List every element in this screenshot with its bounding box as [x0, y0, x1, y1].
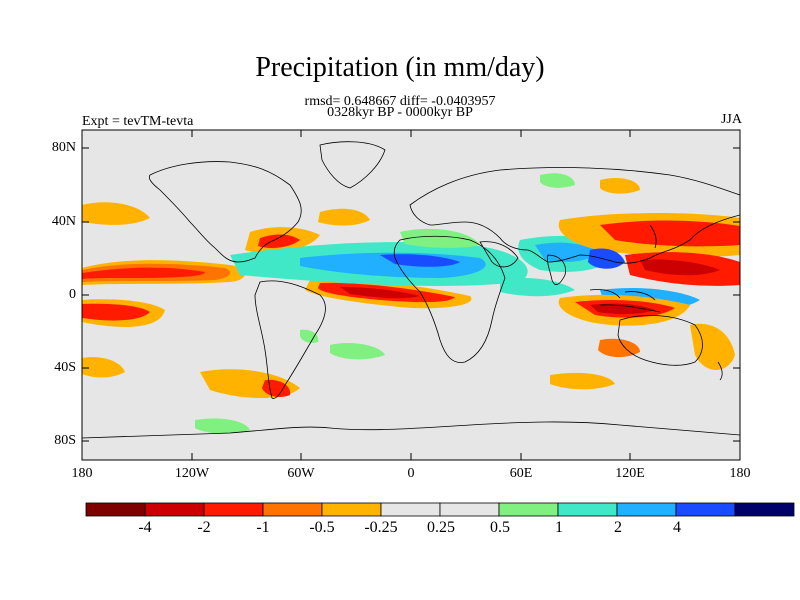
coast-eurasia [409, 167, 740, 264]
lon-label: 60E [509, 466, 533, 481]
lat-label: 80N [51, 140, 76, 155]
colorbar-label: 0.25 [427, 519, 455, 536]
anomaly-field [82, 173, 740, 434]
anomaly-patch [690, 323, 735, 370]
season-label: JJA [720, 112, 742, 127]
lat-label: 40N [51, 214, 76, 229]
anomaly-patch [82, 303, 150, 321]
colorbar-label: 1 [555, 519, 563, 536]
colorbar-box [321, 502, 382, 517]
lat-label: 80S [54, 433, 76, 448]
anomaly-patch [82, 202, 150, 225]
colorbar-box [144, 502, 205, 517]
coast-africa [393, 235, 506, 363]
colorbar-label: 0.5 [490, 519, 510, 536]
colorbar-box [734, 502, 795, 517]
anomaly-patch [600, 220, 740, 247]
colorbar-label: -1 [256, 519, 270, 536]
colorbar-box [616, 502, 677, 517]
lon-label: 120W [174, 466, 210, 481]
anomaly-patch [588, 248, 625, 269]
anomaly-patch [600, 178, 640, 194]
anomaly-patch [550, 372, 615, 390]
anomaly-patch [318, 208, 370, 226]
colorbar-box [439, 502, 500, 517]
plot-title: Precipitation (in mm/day) [255, 52, 545, 83]
colorbar-box [203, 502, 264, 517]
period-line: 0328kyr BP - 0000kyr BP [327, 105, 473, 120]
anomaly-patch [590, 303, 655, 315]
coast-arabia [479, 241, 519, 268]
anomaly-patch [82, 357, 125, 378]
anomaly-patch [400, 228, 480, 248]
anomaly-patch [195, 418, 250, 434]
coast-antarctica [82, 421, 740, 439]
coastlines [82, 141, 740, 439]
colorbar-box [498, 502, 559, 517]
anomaly-patch [300, 329, 319, 343]
lon-label: 120E [615, 466, 645, 481]
lat-label: 0 [69, 287, 76, 302]
colorbar-label: -0.5 [309, 519, 335, 536]
axis-ticks [81, 130, 741, 460]
colorbar-box [380, 502, 441, 517]
anomaly-patch [535, 242, 600, 262]
coast-india [547, 254, 566, 285]
colorbar-box [557, 502, 618, 517]
anomaly-patch [640, 259, 720, 276]
coast-japan [649, 224, 657, 249]
anomaly-patch [500, 278, 575, 297]
colorbar-box [262, 502, 323, 517]
anomaly-patch [340, 287, 420, 299]
lon-label: 60W [287, 466, 315, 481]
anomaly-patch [258, 234, 300, 248]
colorbar-label: 2 [614, 519, 622, 536]
coast-new-zealand [717, 361, 723, 381]
colorbar-box [85, 502, 146, 517]
colorbar-label: -0.25 [364, 519, 398, 536]
coast-greenland [319, 141, 386, 189]
colorbar-label: -4 [138, 519, 152, 536]
anomaly-patch [598, 338, 640, 358]
coast-australia [617, 315, 703, 366]
anomaly-patch [330, 343, 385, 360]
lon-label: 180 [729, 466, 751, 481]
colorbar [85, 502, 795, 517]
coast-south-america [254, 280, 326, 399]
colorbar-box [675, 502, 736, 517]
map-area [82, 130, 740, 460]
anomaly-patch [540, 173, 575, 188]
colorbar-label: -2 [197, 519, 211, 536]
colorbar-label: 4 [673, 519, 681, 536]
experiment-label: Expt = tevTM-tevta [82, 114, 194, 129]
anomaly-patch [380, 254, 460, 267]
lat-label: 40S [54, 360, 76, 375]
stats-line: rmsd= 0.648667 diff= -0.0403957 [304, 94, 496, 109]
anomaly-patch [82, 267, 205, 279]
lon-label: 0 [407, 466, 415, 481]
coast-maritime [589, 289, 661, 313]
coast-north-america [148, 161, 302, 263]
lon-label: 180 [71, 466, 93, 481]
